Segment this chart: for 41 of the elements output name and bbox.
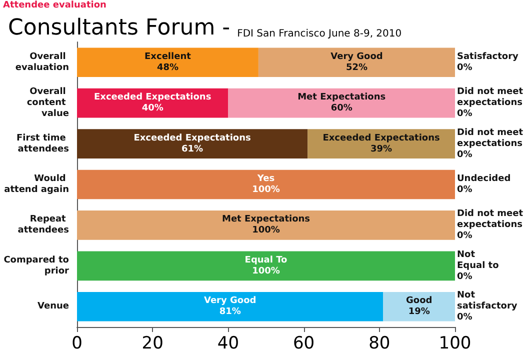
data-label: Not satisfactory 0% [457, 290, 518, 323]
bar [77, 251, 455, 281]
y-tick-label: Venue [38, 302, 69, 312]
y-tick-label: Compared to prior [4, 255, 70, 276]
data-label: Did not meet expectations 0% [457, 87, 524, 120]
x-tick-label: 100 [438, 334, 472, 354]
x-tick-label: 40 [217, 334, 240, 354]
y-tick-label: First time attendees [16, 133, 69, 154]
data-label: Satisfactory 0% [457, 52, 519, 73]
y-tick-label: Would attend again [4, 174, 69, 195]
y-tick-label: Repeat attendees [18, 214, 69, 236]
data-label: Did not meet expectations 0% [457, 128, 524, 160]
data-label: Very Good 81% [204, 296, 256, 318]
bar [383, 292, 455, 322]
y-tick-label: Overall content value [26, 87, 69, 120]
data-label: Equal To 100% [244, 255, 288, 276]
data-label: Very Good 52% [330, 52, 383, 73]
bar [77, 129, 308, 158]
data-label: Excellent 48% [144, 52, 192, 73]
y-tick-label: Overall evaluation [15, 52, 69, 73]
bar [77, 48, 258, 78]
bar [77, 292, 384, 322]
data-label: Exceeded Expectations 61% [134, 133, 251, 154]
data-label: Undecided 0% [457, 174, 511, 195]
data-label: Met Expectations 100% [222, 214, 310, 236]
data-label: Exceeded Expectations 39% [322, 133, 440, 154]
x-tick-label: 60 [292, 334, 315, 354]
chart-title: Consultants Forum - [8, 16, 238, 40]
chart-subtitle: FDI San Francisco June 8-9, 2010 [237, 28, 402, 40]
data-label: Not Equal to 0% [457, 250, 499, 282]
data-label: Exceeded Expectations 40% [94, 92, 212, 114]
data-label: Yes 100% [252, 174, 280, 195]
text: Attendee evaluation [3, 0, 106, 10]
bar [228, 88, 455, 118]
x-tick-label: 80 [368, 334, 390, 354]
x-tick-label: 0 [72, 334, 82, 354]
data-label: Good 19% [406, 296, 432, 318]
data-label: Met Expectations 60% [298, 92, 386, 114]
x-tick-label: 20 [142, 334, 164, 354]
data-label: Did not meet expectations 0% [457, 209, 524, 242]
bar [77, 170, 455, 200]
